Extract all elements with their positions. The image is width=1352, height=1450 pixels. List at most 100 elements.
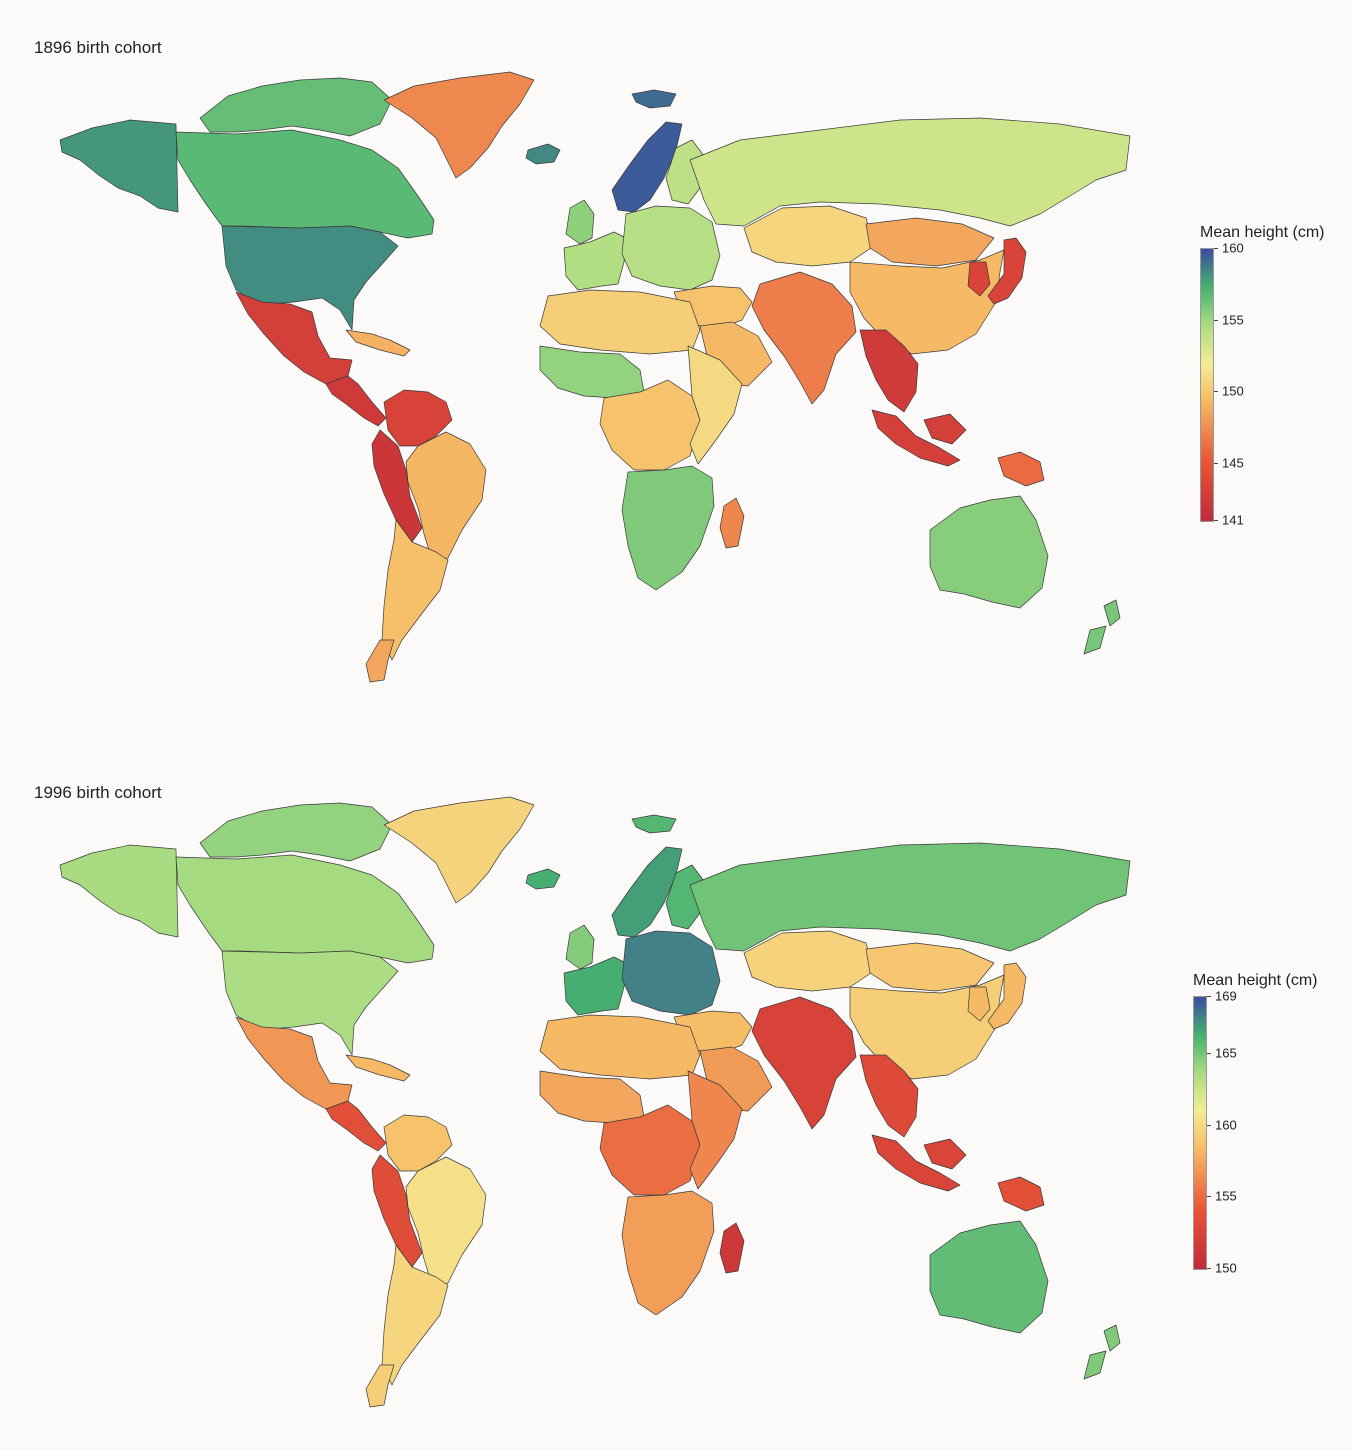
region-colombia-venezuela [383,1114,453,1172]
region-new-guinea [997,451,1045,487]
world-map [59,71,1131,683]
legend-tick-label: 150 [1215,1260,1237,1276]
region-russia [689,842,1131,952]
region-western-europe [563,956,627,1016]
panel-title: 1996 birth cohort [34,783,162,802]
region-north-africa [539,289,701,355]
region-eastern-europe [621,205,721,291]
region-mongolia [865,217,995,267]
region-china [849,249,1005,355]
legend-title: Mean height (cm) [1193,972,1318,989]
region-korea-japan [967,237,1027,305]
legend-colorbar [1200,248,1214,522]
region-greenland [383,71,535,179]
legend-title: Mean height (cm) [1200,224,1325,241]
region-finland [665,864,705,930]
region-canada-arctic [199,802,393,862]
region-south-asia [751,996,857,1130]
region-southern-africa [621,1190,715,1316]
legend-tick [1207,1053,1211,1055]
legend-tick [1214,248,1218,249]
region-north-africa [539,1014,701,1080]
region-svalbard [631,814,677,834]
legend-tick [1207,1268,1211,1269]
region-central-america [325,375,387,427]
region-canada [175,854,435,964]
region-kazakhstan [743,205,875,267]
region-patagonia [365,639,395,683]
map-panel-1996: 1996 birth cohort Mean height (cm) 169 1… [0,725,1352,1450]
legend-tick [1214,462,1218,464]
region-new-zealand [1083,1324,1121,1380]
region-mongolia [865,942,995,992]
region-uk-ireland [565,924,595,970]
region-southern-cone [381,519,449,661]
region-china [849,974,1005,1080]
region-iceland [525,143,561,165]
region-mexico [235,1016,353,1110]
region-caribbean [345,1054,411,1082]
region-finland [665,139,705,205]
region-east-africa [687,345,743,465]
region-colombia-venezuela [383,389,453,447]
region-brazil [405,1156,487,1286]
legend-tick-label: 169 [1215,988,1237,1004]
legend-tick-label: 160 [1222,240,1244,256]
region-southeast-asia [859,1054,919,1138]
region-canada [175,129,435,239]
legend-tick-label: 165 [1215,1045,1237,1061]
map-panel-1896: 1896 birth cohort Mean height (cm) 160 1… [34,38,1325,683]
legend-tick-label: 145 [1222,455,1244,471]
legend-tick [1214,391,1218,393]
region-indonesia [871,1134,967,1192]
region-western-europe [563,231,627,291]
legend-tick-label: 155 [1222,312,1244,328]
region-west-africa [539,1070,645,1124]
legend-colorbar-group: 160 155 150 145 141 [1200,241,1325,528]
region-australia [929,1220,1049,1334]
region-kazakhstan [743,930,875,992]
region-iceland [525,868,561,890]
region-southern-cone [381,1244,449,1386]
legend: Mean height (cm) 160 155 150 145 141 [1200,224,1325,528]
region-eastern-europe [621,930,721,1016]
legend-tick-label: 150 [1222,383,1244,399]
legend-tick-label: 141 [1222,512,1244,528]
region-new-guinea [997,1176,1045,1212]
region-patagonia [365,1364,395,1408]
region-caribbean [345,329,411,357]
region-indonesia [871,409,967,467]
panel-title: 1896 birth cohort [34,38,162,57]
region-southern-africa [621,465,715,591]
region-madagascar [719,1222,745,1274]
legend-tick [1207,1196,1211,1198]
legend-colorbar [1193,996,1207,1270]
region-greenland [383,796,535,904]
legend-tick [1214,520,1218,521]
legend-tick [1207,1124,1211,1126]
region-south-asia [751,271,857,405]
legend: Mean height (cm) 169 165 160 155 150 [1193,972,1318,1276]
region-southeast-asia [859,329,919,413]
region-alaska [59,119,179,213]
region-russia [689,117,1131,227]
world-map [59,796,1131,1408]
region-west-africa [539,345,645,399]
region-central-america [325,1100,387,1152]
region-svalbard [631,89,677,109]
region-uk-ireland [565,199,595,245]
region-madagascar [719,497,745,549]
region-alaska [59,844,179,938]
region-canada-arctic [199,77,393,137]
region-brazil [405,431,487,561]
region-mexico [235,291,353,385]
region-central-africa [599,1104,701,1196]
region-central-africa [599,379,701,471]
region-australia [929,495,1049,609]
legend-tick [1214,319,1218,321]
legend-tick-label: 155 [1215,1188,1237,1204]
legend-colorbar-group: 169 165 160 155 150 [1193,989,1318,1276]
region-new-zealand [1083,599,1121,655]
region-korea-japan [967,962,1027,1030]
region-east-africa [687,1070,743,1190]
